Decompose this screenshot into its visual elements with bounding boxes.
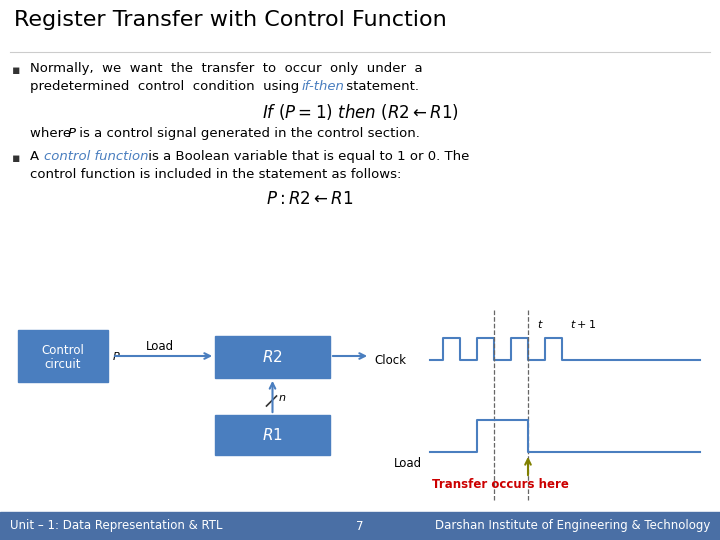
Text: $\mathit{n}$: $\mathit{n}$ [277, 393, 286, 403]
Text: Darshan Institute of Engineering & Technology: Darshan Institute of Engineering & Techn… [435, 519, 710, 532]
Text: where: where [30, 127, 76, 140]
Text: is a Boolean variable that is equal to 1 or 0. The: is a Boolean variable that is equal to 1… [144, 150, 469, 163]
Text: statement.: statement. [342, 80, 419, 93]
Text: 7: 7 [356, 519, 364, 532]
FancyBboxPatch shape [215, 415, 330, 455]
Text: $\mathit{t+1}$: $\mathit{t+1}$ [570, 318, 596, 330]
Text: Transfer occurs here: Transfer occurs here [432, 478, 569, 491]
Text: A: A [30, 150, 43, 163]
Text: Clock: Clock [374, 354, 406, 367]
Text: $\mathit{t}$: $\mathit{t}$ [536, 318, 544, 330]
Text: ▪: ▪ [12, 152, 20, 165]
Text: if-then: if-then [302, 80, 345, 93]
Text: circuit: circuit [45, 357, 81, 370]
Text: Load: Load [146, 340, 174, 353]
FancyBboxPatch shape [18, 330, 108, 382]
Text: is a control signal generated in the control section.: is a control signal generated in the con… [75, 127, 420, 140]
Bar [0, 512, 720, 540]
Text: Load: Load [394, 457, 422, 470]
Text: predetermined  control  condition  using: predetermined control condition using [30, 80, 304, 93]
Text: $\mathit{P : R2 \leftarrow R1}$: $\mathit{P : R2 \leftarrow R1}$ [266, 190, 354, 208]
Text: Normally,  we  want  the  transfer  to  occur  only  under  a: Normally, we want the transfer to occur … [30, 62, 423, 75]
Text: $\mathit{R1}$: $\mathit{R1}$ [262, 427, 283, 443]
Text: $\mathit{If\ (P = 1)\ then\ (R2 \leftarrow R1)}$: $\mathit{If\ (P = 1)\ then\ (R2 \leftarr… [261, 102, 459, 122]
Text: $\mathit{R2}$: $\mathit{R2}$ [262, 349, 283, 365]
Text: control function is included in the statement as follows:: control function is included in the stat… [30, 168, 401, 181]
Text: Unit – 1: Data Representation & RTL: Unit – 1: Data Representation & RTL [10, 519, 222, 532]
Text: Register Transfer with Control Function: Register Transfer with Control Function [14, 10, 446, 30]
Text: Control: Control [42, 343, 84, 356]
Text: control function: control function [44, 150, 148, 163]
FancyBboxPatch shape [215, 336, 330, 378]
Text: ▪: ▪ [12, 64, 20, 77]
Text: $\mathit{P}$: $\mathit{P}$ [112, 350, 121, 362]
Text: P: P [68, 127, 76, 140]
